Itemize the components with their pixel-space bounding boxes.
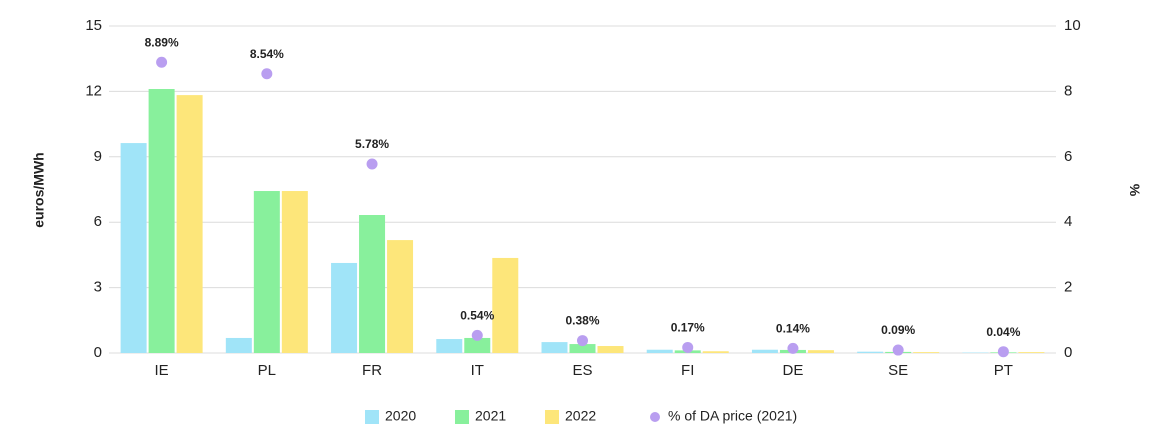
data-label: 0.04%	[986, 325, 1020, 339]
legend-label: 2021	[475, 408, 506, 424]
dot	[577, 335, 588, 347]
bar	[751, 349, 778, 353]
bar	[913, 352, 940, 353]
dot	[261, 68, 273, 80]
legend-swatch	[365, 410, 379, 424]
y-tick-label: 3	[94, 279, 102, 296]
y2-tick-label: 8	[1064, 82, 1072, 99]
y-tick-label: 12	[85, 82, 102, 99]
bar	[597, 346, 624, 353]
y-axis-label: euros/MWh	[31, 152, 47, 227]
bar	[857, 351, 884, 353]
bar	[176, 95, 203, 353]
bar	[225, 337, 252, 353]
dot	[892, 344, 904, 356]
legend-label: % of DA price (2021)	[668, 408, 797, 424]
x-tick-label: SE	[888, 362, 908, 379]
x-tick-label: FR	[362, 362, 382, 379]
x-tick-label: DE	[783, 362, 804, 379]
x-tick-label: PL	[258, 362, 276, 379]
dot	[366, 158, 378, 170]
y2-tick-label: 4	[1064, 213, 1072, 230]
y2-tick-label: 10	[1064, 17, 1081, 34]
data-label: 8.54%	[250, 47, 284, 61]
y-tick-label: 6	[94, 213, 102, 230]
data-label: 0.54%	[460, 309, 494, 323]
data-label: 0.09%	[881, 323, 915, 337]
bar	[331, 262, 358, 353]
dot	[156, 56, 168, 68]
data-label: 0.38%	[565, 314, 599, 328]
x-tick-label: ES	[572, 362, 592, 379]
dot	[787, 342, 799, 354]
x-tick-label: PT	[994, 362, 1013, 379]
x-tick-label: FI	[681, 362, 694, 379]
bar	[281, 191, 308, 353]
bar	[253, 191, 280, 353]
bar	[807, 350, 834, 353]
data-label: 0.17%	[671, 321, 705, 335]
bar	[569, 344, 596, 353]
bar	[148, 89, 175, 353]
legend-label: 2022	[565, 408, 596, 424]
bar	[646, 349, 673, 353]
bar	[702, 351, 729, 353]
data-label: 8.89%	[145, 35, 179, 49]
y-tick-label: 9	[94, 148, 102, 165]
y2-tick-label: 2	[1064, 279, 1072, 296]
bar	[387, 240, 414, 353]
bar	[120, 143, 147, 353]
dot	[471, 329, 483, 341]
dot	[997, 346, 1009, 358]
bar	[359, 215, 386, 353]
x-tick-label: IE	[155, 362, 169, 379]
y2-axis-label: %	[1127, 183, 1143, 196]
legend-swatch	[455, 410, 469, 424]
legend-label: 2020	[385, 408, 416, 424]
y2-tick-label: 0	[1064, 344, 1072, 361]
x-tick-label: IT	[471, 362, 484, 379]
y2-tick-label: 6	[1064, 148, 1072, 165]
bar	[541, 342, 568, 353]
bar	[1018, 352, 1045, 353]
y-tick-label: 0	[94, 344, 102, 361]
y-tick-label: 15	[85, 17, 102, 34]
legend-swatch	[650, 412, 660, 422]
bar	[436, 339, 463, 353]
data-label: 0.14%	[776, 322, 810, 336]
data-label: 5.78%	[355, 137, 389, 151]
dot	[682, 341, 694, 353]
bar	[464, 337, 491, 353]
legend-swatch	[545, 410, 559, 424]
bar	[492, 257, 519, 353]
